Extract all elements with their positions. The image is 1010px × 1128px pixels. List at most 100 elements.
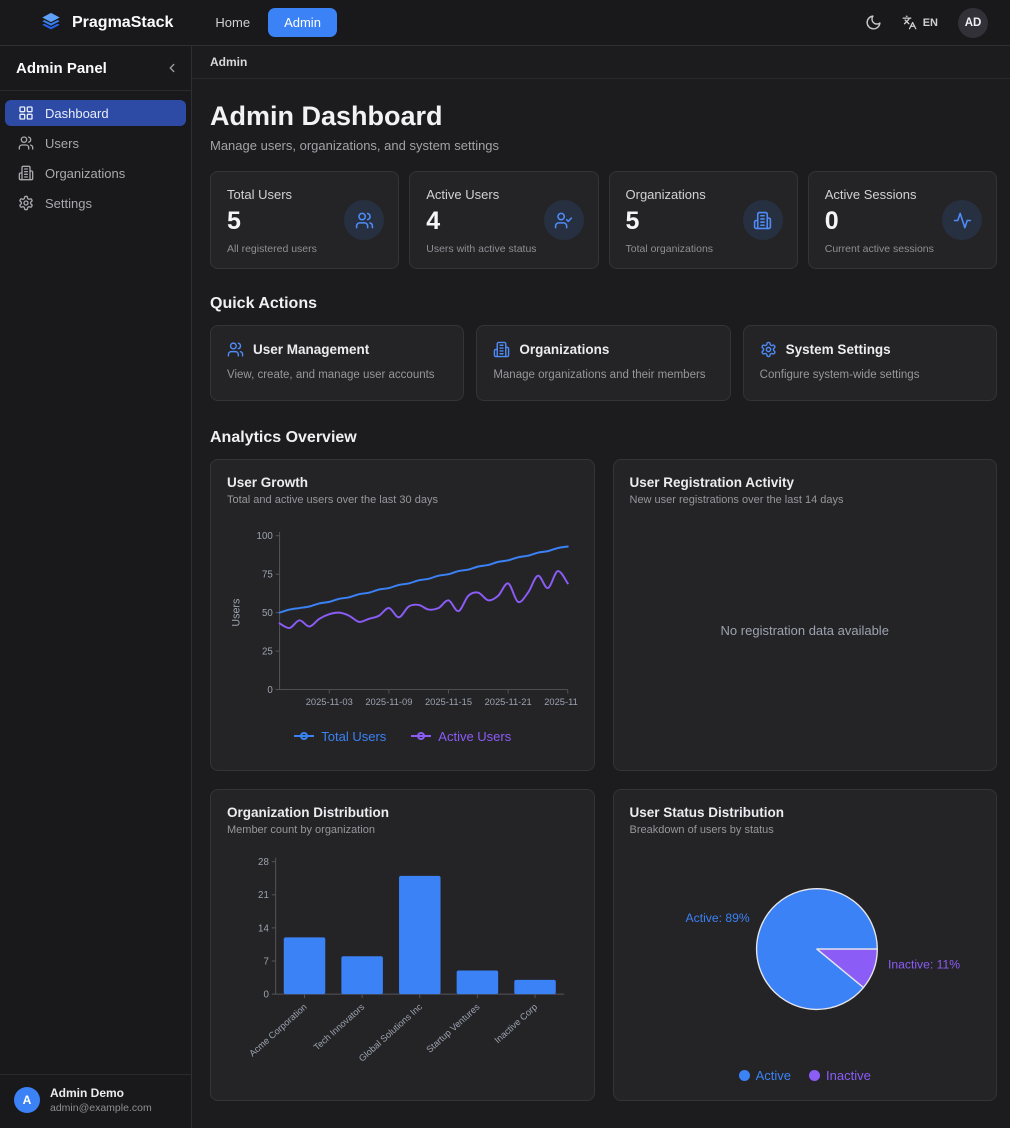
svg-text:Inactive Corp: Inactive Corp	[493, 1002, 540, 1045]
sidebar-item-label: Settings	[45, 195, 92, 211]
topbar-actions: EN AD	[865, 7, 988, 38]
svg-text:2025-11-27: 2025-11-27	[544, 697, 577, 707]
chart-subtitle: Breakdown of users by status	[629, 824, 774, 836]
quick-action-organizations[interactable]: Organizations Manage organizations and t…	[476, 325, 731, 401]
svg-text:2025-11-21: 2025-11-21	[485, 697, 532, 707]
svg-text:28: 28	[258, 857, 269, 868]
dark-mode-toggle[interactable]	[865, 14, 882, 31]
admin-sidebar: Admin Panel Dashboard	[0, 46, 192, 1128]
users-icon	[227, 341, 244, 358]
svg-text:Inactive: 11%: Inactive: 11%	[887, 958, 959, 972]
svg-text:75: 75	[262, 570, 273, 581]
analytics-grid: User Growth Total and active users over …	[210, 459, 997, 1101]
activity-icon	[942, 200, 982, 240]
users-icon	[344, 200, 385, 240]
organization-distribution-chart: 0 7 14 21 28 Acme Corporation Tech Innovators G…	[227, 850, 578, 1072]
sidebar-item-label: Dashboard	[45, 105, 109, 121]
svg-text:2025-11-15: 2025-11-15	[425, 697, 472, 707]
building-icon	[742, 200, 783, 240]
stat-label: Total Users	[227, 187, 293, 202]
legend-dot	[738, 1070, 750, 1081]
user-growth-chart: 0 25 50 75 100 2025-11-03 2025-11-09 2025-11-15…	[227, 526, 578, 717]
layers-logo-icon	[40, 12, 62, 34]
user-growth-legend: Total Users Active Users	[227, 729, 578, 744]
top-nav-links: Home Admin	[207, 8, 337, 37]
quick-action-system-settings[interactable]: System Settings Configure system-wide se…	[742, 325, 997, 401]
nav-button-admin[interactable]: Admin	[268, 8, 337, 37]
svg-text:Users: Users	[231, 599, 243, 627]
user-avatar[interactable]: AD	[958, 7, 988, 38]
page-content: Admin Dashboard Manage users, organizati…	[192, 79, 1010, 1101]
sidebar-item-dashboard[interactable]: Dashboard	[5, 100, 186, 126]
svg-text:Startup Ventures: Startup Ventures	[424, 1001, 482, 1054]
user-status-card: User Status Distribution Breakdown of us…	[612, 789, 997, 1101]
registration-activity-card: User Registration Activity New user regi…	[612, 459, 997, 771]
quick-action-description: Manage organizations and their members	[493, 369, 706, 381]
svg-text:21: 21	[258, 890, 269, 901]
quick-action-user-management[interactable]: User Management View, create, and manage…	[210, 325, 465, 401]
svg-text:100: 100	[257, 531, 274, 542]
sidebar-user-name: Admin Demo	[50, 1086, 125, 1100]
svg-text:2025-11-09: 2025-11-09	[365, 697, 412, 707]
chart-subtitle: New user registrations over the last 14 …	[629, 494, 844, 506]
translate-icon	[902, 15, 917, 30]
user-status-pie-chart: Active: 89% Inactive: 11%	[630, 840, 981, 1066]
legend-item-inactive[interactable]: Inactive	[809, 1068, 871, 1083]
users-icon	[18, 135, 34, 151]
chart-title: User Registration Activity	[629, 475, 795, 490]
stat-value: 5	[625, 207, 640, 235]
legend-item-total-users[interactable]: Total Users	[293, 729, 386, 744]
legend-item-active[interactable]: Active	[738, 1068, 791, 1083]
top-navbar: PragmaStack Home Admin EN AD	[0, 0, 1010, 46]
main-area: Admin Admin Dashboard Manage users, orga…	[192, 46, 1010, 1128]
brand-name: PragmaStack	[72, 13, 174, 31]
breadcrumb-item-admin[interactable]: Admin	[210, 55, 248, 69]
sidebar-item-settings[interactable]: Settings	[5, 190, 186, 216]
moon-icon	[865, 14, 882, 31]
stat-card-active-sessions: Active Sessions 0 Current active session…	[807, 171, 997, 269]
stat-label: Active Sessions	[824, 187, 917, 202]
legend-item-active-users[interactable]: Active Users	[410, 729, 511, 744]
chart-title: User Growth	[227, 475, 309, 490]
chart-title: User Status Distribution	[629, 805, 785, 820]
collapse-sidebar-button[interactable]	[165, 61, 179, 75]
sidebar-item-label: Organizations	[45, 165, 126, 181]
stat-card-active-users: Active Users 4 Users with active status	[409, 171, 599, 269]
quick-action-description: View, create, and manage user accounts	[227, 369, 435, 381]
stat-description: Total organizations	[625, 242, 714, 255]
svg-text:2025-11-03: 2025-11-03	[306, 697, 353, 707]
language-switcher[interactable]: EN	[902, 15, 938, 30]
sidebar-item-users[interactable]: Users	[5, 130, 186, 156]
sidebar-user-email: admin@example.com	[50, 1102, 152, 1114]
nav-link-home[interactable]: Home	[215, 15, 251, 30]
stat-value: 4	[426, 207, 441, 235]
chart-title: Organization Distribution	[227, 805, 389, 820]
analytics-heading: Analytics Overview	[210, 429, 357, 446]
user-check-icon	[543, 200, 584, 240]
svg-text:Global Solutions Inc: Global Solutions Inc	[357, 1001, 424, 1063]
sidebar-header: Admin Panel	[0, 46, 191, 91]
sidebar-nav: Dashboard Users Organizations	[0, 91, 191, 229]
quick-action-title: System Settings	[785, 342, 891, 357]
stat-card-organizations: Organizations 5 Total organizations	[608, 171, 798, 269]
sidebar-title: Admin Panel	[16, 59, 107, 77]
svg-text:Acme Corporation: Acme Corporation	[247, 1002, 308, 1059]
stat-label: Active Users	[426, 187, 500, 202]
sidebar-item-organizations[interactable]: Organizations	[5, 160, 186, 186]
stat-value: 0	[824, 207, 839, 235]
stat-value: 5	[227, 207, 241, 235]
svg-text:0: 0	[263, 989, 269, 1000]
sidebar-user[interactable]: A Admin Demo admin@example.com	[0, 1074, 191, 1128]
svg-text:25: 25	[262, 647, 273, 658]
quick-actions-heading: Quick Actions	[210, 295, 317, 312]
page-title: Admin Dashboard	[210, 101, 443, 131]
svg-text:0: 0	[267, 685, 273, 696]
legend-dot	[809, 1070, 821, 1081]
chart-subtitle: Total and active users over the last 30 …	[227, 494, 438, 506]
quick-action-description: Configure system-wide settings	[759, 369, 920, 381]
quick-action-title: Organizations	[519, 342, 610, 357]
svg-text:Active: 89%: Active: 89%	[685, 911, 749, 925]
brand[interactable]: PragmaStack	[40, 12, 173, 34]
svg-text:Tech Innovators: Tech Innovators	[312, 1001, 367, 1052]
stats-grid: Total Users 5 All registered users Activ…	[210, 171, 997, 269]
